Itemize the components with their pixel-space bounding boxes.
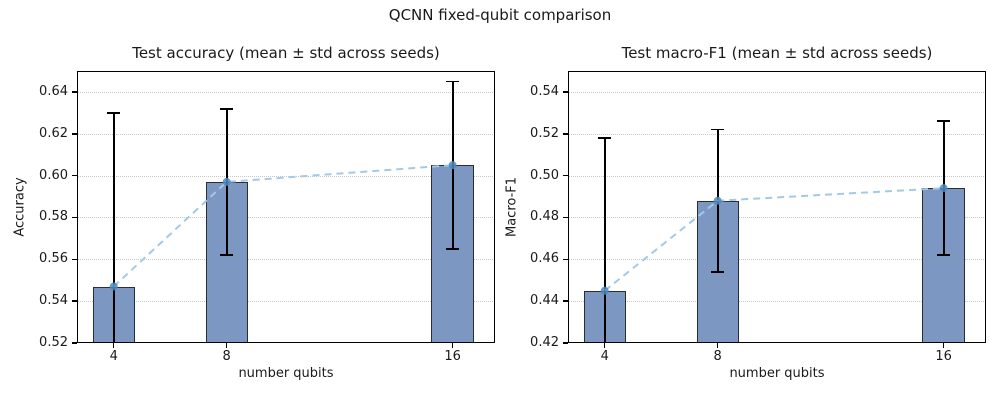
y-tick-label: 0.46 [530, 251, 559, 267]
y-tick [563, 342, 568, 344]
y-tick-label: 0.52 [39, 335, 68, 350]
gridline [77, 175, 495, 177]
data-point-marker [448, 161, 457, 170]
y-tick [563, 258, 568, 261]
gridline [568, 217, 986, 219]
error-bar-upper-cap [107, 111, 121, 114]
y-tick-label: 0.62 [39, 125, 68, 141]
trend-line [113, 164, 453, 288]
data-point-marker [222, 177, 231, 186]
left-plot-title: Test accuracy (mean ± std across seeds) [132, 44, 440, 62]
accuracy-plot-area: 0.52 0.54 0.56 0.58 0.60 0.62 0.64 4 8 16 [39, 71, 495, 364]
x-tick-label: 4 [109, 349, 118, 364]
y-tick [72, 258, 77, 261]
gridline [568, 259, 986, 261]
y-tick-label: 0.48 [530, 209, 559, 225]
gridline [77, 91, 495, 93]
x-tick [451, 343, 454, 348]
gridline [568, 133, 986, 135]
error-bar-upper-cap [446, 80, 460, 83]
y-tick-label: 0.42 [530, 335, 559, 350]
figure-suptitle: QCNN fixed-qubit comparison [388, 6, 612, 24]
gridline [77, 133, 495, 135]
error-bar-upper-cap [937, 120, 951, 123]
x-tick [603, 343, 606, 348]
gridline [568, 175, 986, 177]
y-tick [72, 300, 77, 302]
error-bar-lower-cap [711, 270, 725, 273]
data-point-marker [600, 286, 609, 295]
y-tick [563, 91, 568, 93]
error-bar-upper-cap [711, 128, 725, 131]
y-tick [563, 216, 568, 219]
error-bar-upper-cap [598, 137, 612, 139]
data-point-marker [713, 196, 722, 205]
y-tick-label: 0.44 [530, 293, 559, 309]
data-point-marker [109, 282, 118, 291]
x-tick-label: 16 [935, 349, 952, 364]
x-tick-label: 8 [713, 349, 722, 364]
y-tick [563, 300, 568, 302]
right-plot-ylabel: Macro-F1 [504, 176, 520, 238]
x-tick-label: 4 [600, 349, 609, 364]
y-tick [563, 133, 568, 135]
error-bar [112, 112, 115, 343]
y-tick [72, 342, 77, 344]
y-tick [72, 174, 77, 177]
x-tick-label: 8 [222, 349, 231, 364]
trend-line-layer [109, 161, 457, 291]
gridline [568, 91, 986, 93]
macro-f1-plot-area: 0.42 0.44 0.46 0.48 0.50 0.52 0.54 4 8 16 [530, 71, 986, 364]
y-tick [72, 216, 77, 219]
error-bar-lower-cap [937, 254, 951, 257]
y-tick [72, 91, 77, 93]
y-tick-label: 0.60 [39, 167, 68, 183]
gridline [77, 301, 495, 303]
y-tick-label: 0.54 [530, 83, 559, 99]
left-plot-ylabel: Accuracy [12, 177, 28, 237]
y-tick-label: 0.58 [39, 209, 68, 225]
y-tick-label: 0.64 [39, 83, 68, 99]
x-tick [716, 343, 719, 348]
x-tick [942, 343, 945, 348]
data-point-marker [939, 184, 948, 193]
y-tick [72, 133, 77, 135]
left-plot-xlabel: number qubits [238, 366, 334, 381]
x-tick [225, 343, 228, 348]
x-tick [112, 343, 115, 348]
error-bar-lower-cap [220, 254, 234, 257]
x-tick-label: 16 [444, 349, 461, 364]
y-tick [563, 174, 568, 177]
trend-line [604, 187, 944, 292]
y-tick-label: 0.54 [39, 293, 68, 309]
trend-line-layer [600, 184, 948, 295]
error-bar [603, 137, 606, 343]
gridline [77, 217, 495, 219]
right-plot-xlabel: number qubits [729, 366, 825, 381]
y-tick-label: 0.50 [530, 167, 559, 183]
y-tick-label: 0.52 [530, 125, 559, 141]
gridline [77, 259, 495, 261]
right-plot-title: Test macro-F1 (mean ± std across seeds) [621, 44, 933, 62]
error-bar-upper-cap [220, 107, 234, 110]
gridline [568, 301, 986, 303]
error-bar-lower-cap [446, 247, 460, 250]
y-tick-label: 0.56 [39, 251, 68, 267]
